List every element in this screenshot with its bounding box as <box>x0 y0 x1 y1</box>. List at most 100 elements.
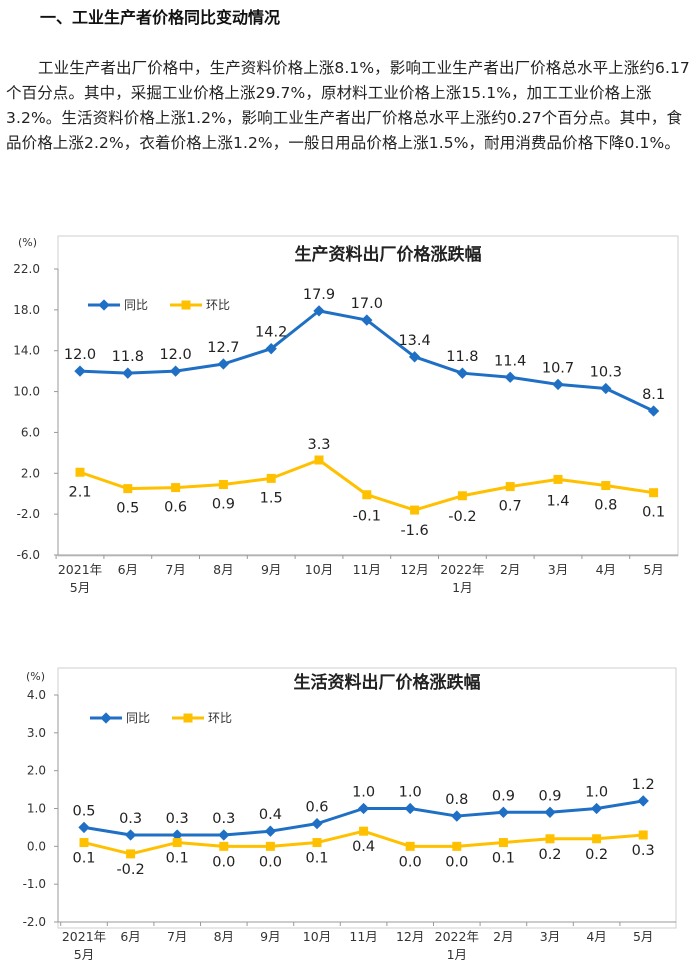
chart2-yoy-point <box>264 825 277 837</box>
chart2-mom-data-label: 0.4 <box>352 839 375 855</box>
chart2-y-tick-label: -1.0 <box>23 877 46 891</box>
chart2-x-tick-label: 2022年 <box>435 929 479 944</box>
chart2-yoy-data-label: 0.5 <box>72 803 95 819</box>
chart1-yoy-point <box>600 382 612 395</box>
chart1-y-tick-label: 14.0 <box>13 344 40 358</box>
chart2-mom-data-label: 0.0 <box>212 854 235 870</box>
chart2-x-tick-label: 2021年 <box>62 929 106 944</box>
chart1-yoy-data-label: 10.3 <box>590 365 622 381</box>
chart1-legend-swatch-marker <box>98 299 110 311</box>
chart1-yoy-data-label: 13.4 <box>398 333 430 349</box>
chart2-mom-data-label: 0.1 <box>166 851 189 867</box>
chart2-x-tick-label: 6月 <box>120 929 140 944</box>
chart1-y-tick-label: 18.0 <box>13 303 40 317</box>
chart2-mom-point <box>79 838 89 848</box>
chart1-mom-point <box>553 474 563 484</box>
chart2-yoy-data-label: 1.2 <box>632 777 655 793</box>
chart1-yoy-point <box>169 365 182 377</box>
chart2-x-tick-label: 7月 <box>167 929 187 944</box>
chart1-mom-data-label: 0.7 <box>499 499 522 515</box>
chart2-x-tick-label: 1月 <box>447 947 467 962</box>
chart2-yoy-point <box>124 829 137 841</box>
chart2-mom-point <box>498 838 508 848</box>
chart1-title: 生产资料出厂价格涨跌幅 <box>295 244 482 265</box>
chart2-mom-point <box>312 838 322 848</box>
chart1-mom-data-label: -1.6 <box>400 523 428 539</box>
chart2-yoy-data-label: 0.3 <box>119 811 142 827</box>
chart1-yoy-data-label: 17.9 <box>303 287 335 303</box>
chart2-mom-point <box>219 841 229 851</box>
chart1-x-tick-label: 2022年 <box>440 562 484 577</box>
chart1-mom-point <box>649 488 659 498</box>
chart1-y-tick-label: 6.0 <box>21 425 40 439</box>
chart2-yoy-point <box>497 806 510 818</box>
chart1-yoy-point <box>217 358 230 370</box>
chart1-mom-data-label: 0.1 <box>642 505 665 521</box>
chart2-mom-point <box>452 841 462 851</box>
chart1-y-tick-label: 10.0 <box>13 385 40 399</box>
chart1-y-tick-label: 22.0 <box>13 262 40 276</box>
chart1-yoy-data-label: 11.4 <box>494 353 526 369</box>
chart1-x-tick-label: 12月 <box>400 562 428 577</box>
chart2-yoy-data-label: 0.6 <box>305 800 328 816</box>
chart1-mom-point <box>362 490 372 500</box>
chart2-x-tick-label: 10月 <box>303 929 331 944</box>
chart2-yoy-point <box>78 821 90 834</box>
chart1-y-tick-label: -2.0 <box>17 507 40 521</box>
chart2-title: 生活资料出厂价格涨跌幅 <box>294 672 481 693</box>
chart1-yoy-data-label: 11.8 <box>112 349 144 365</box>
chart1-mom-point <box>266 473 276 483</box>
chart1-x-tick-label: 6月 <box>118 562 138 577</box>
chart2-x-tick-label: 3月 <box>540 929 560 944</box>
chart2-yoy-data-label: 1.0 <box>352 785 375 801</box>
chart2-mom-data-label: 0.0 <box>445 854 468 870</box>
chart1-yoy-point <box>408 351 421 363</box>
chart1-mom-data-label: 0.5 <box>116 501 139 517</box>
chart2-mom-point <box>592 834 602 844</box>
chart1-x-tick-label: 5月 <box>70 580 90 595</box>
chart2-yoy-data-label: 0.9 <box>538 788 561 804</box>
chart2-mom-data-label: 0.1 <box>72 851 95 867</box>
chart1-yoy-data-label: 12.0 <box>159 347 191 363</box>
chart2-yoy-point <box>404 802 416 815</box>
chart2-yoy-point <box>218 829 230 841</box>
chart1-y-tick-label: 2.0 <box>21 466 40 480</box>
chart1-y-tick-label: -6.0 <box>17 548 40 562</box>
chart1-legend-label: 同比 <box>124 298 148 312</box>
chart2-mom-data-label: -0.2 <box>116 862 144 878</box>
chart2-legend-swatch-marker <box>183 713 193 723</box>
chart1-x-tick-label: 11月 <box>353 562 381 577</box>
chart2-yoy-data-label: 0.9 <box>492 788 515 804</box>
chart2-unit: (%) <box>26 670 45 683</box>
chart2-x-tick-label: 5月 <box>633 929 653 944</box>
chart2-y-tick-label: 1.0 <box>27 802 46 816</box>
chart1-yoy-point <box>456 367 469 379</box>
chart2-x-tick-label: 8月 <box>214 929 234 944</box>
chart2-yoy-data-label: 0.3 <box>166 811 189 827</box>
chart2-x-tick-label: 2月 <box>493 929 513 944</box>
chart1-mom-point <box>75 467 85 477</box>
chart1-x-tick-label: 2月 <box>500 562 520 577</box>
chart1-mom-data-label: 0.6 <box>164 500 187 516</box>
chart2-mom-data-label: 0.1 <box>492 851 515 867</box>
chart2-yoy-point <box>590 802 603 815</box>
chart1-yoy-data-label: 12.0 <box>64 347 96 363</box>
chart1-mom-point <box>601 481 611 491</box>
chart2-yoy-point <box>311 817 323 830</box>
chart1-yoy-point <box>122 367 134 379</box>
chart1-mom-data-label: -0.1 <box>353 509 381 525</box>
chart1-x-tick-label: 4月 <box>596 562 616 577</box>
chart2-y-tick-label: -2.0 <box>23 915 46 929</box>
chart1-mom-data-label: 1.5 <box>260 490 283 506</box>
chart1-x-tick-label: 5月 <box>643 562 663 577</box>
chart1-yoy-point <box>647 405 660 417</box>
chart1-yoy-data-label: 11.8 <box>446 349 478 365</box>
chart1-x-tick-label: 9月 <box>261 562 281 577</box>
chart1-mom-point <box>218 480 228 490</box>
chart1-x-tick-label: 1月 <box>452 580 472 595</box>
chart2-legend-swatch-marker <box>100 712 112 724</box>
chart1-mom-point <box>410 505 420 515</box>
chart2-mom-data-label: 0.0 <box>399 854 422 870</box>
chart2-yoy-point <box>357 802 370 815</box>
chart2-x-tick-label: 11月 <box>349 929 377 944</box>
